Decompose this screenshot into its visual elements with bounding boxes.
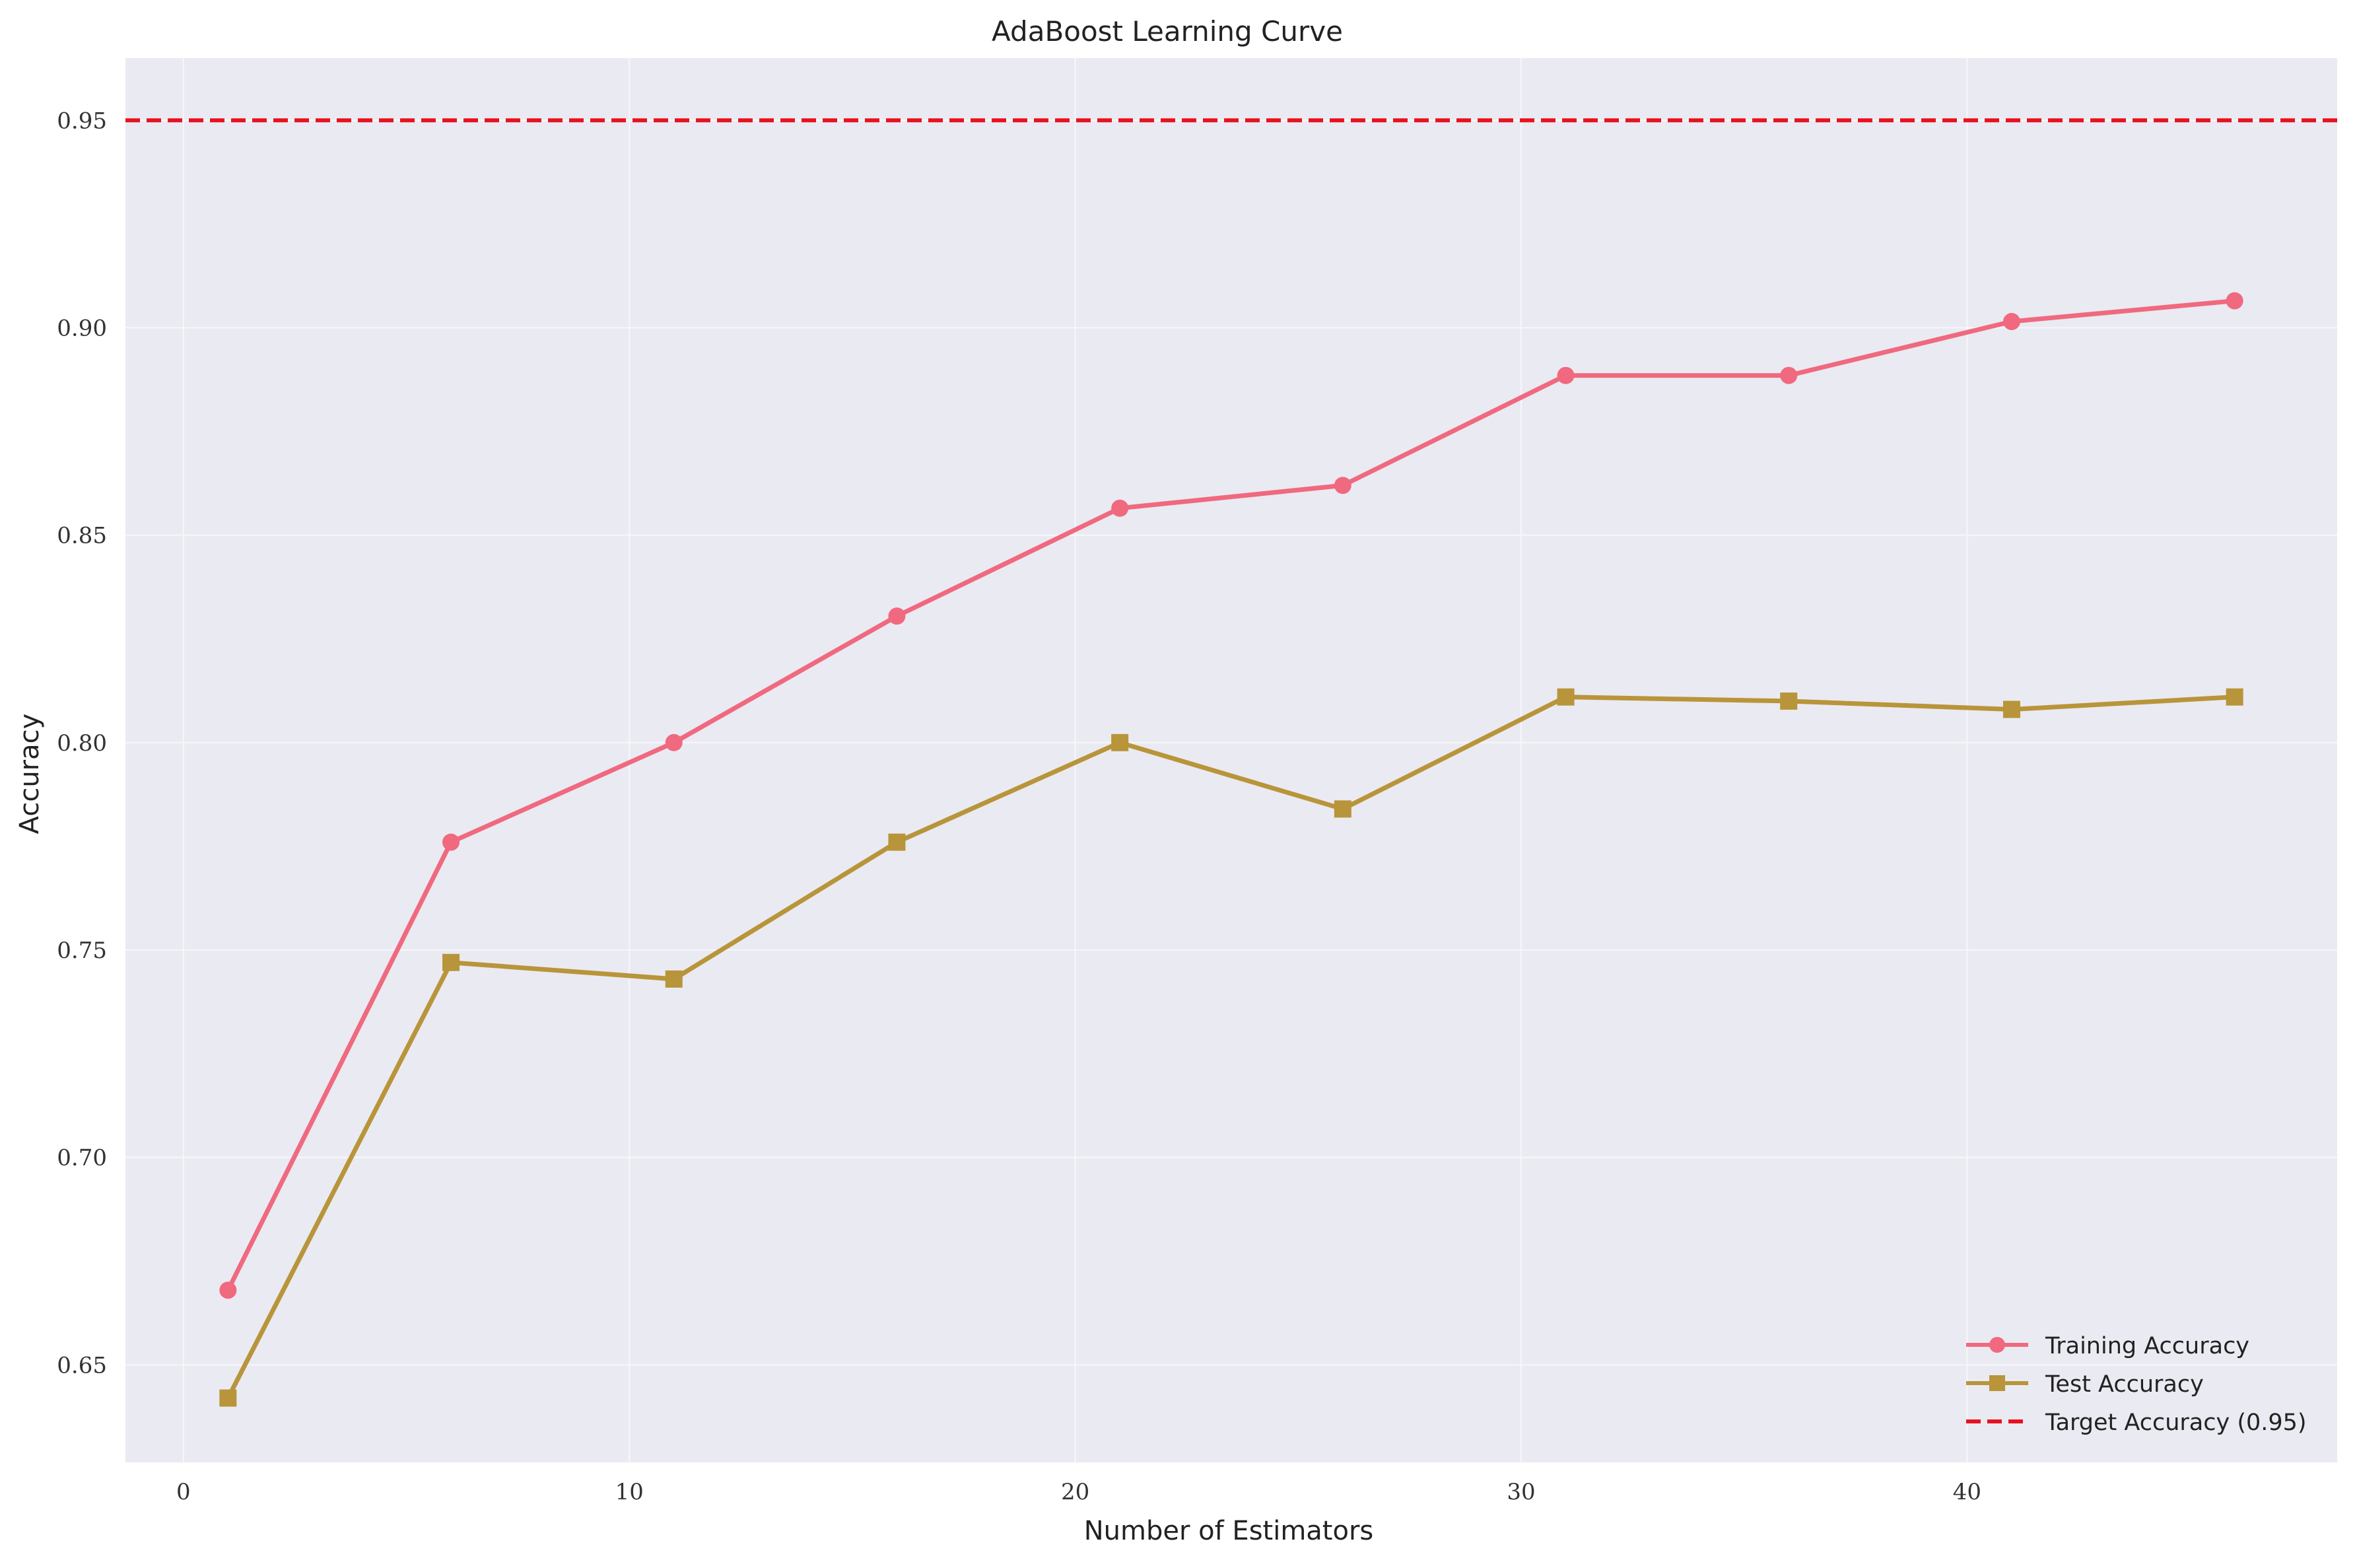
plot-area xyxy=(125,58,2337,1462)
data-point xyxy=(442,833,460,851)
data-point xyxy=(1334,800,1351,818)
legend-item: Target Accuracy (0.95) xyxy=(1966,1410,2307,1436)
legend-marker xyxy=(1989,1337,2005,1353)
data-point xyxy=(2002,313,2020,331)
x-axis-label: Number of Estimators xyxy=(1084,1516,1374,1546)
series-layer xyxy=(219,292,2243,1407)
legend-label: Training Accuracy xyxy=(2045,1333,2249,1359)
data-point xyxy=(2002,700,2020,718)
data-point xyxy=(888,607,906,625)
y-tick-label: 0.65 xyxy=(57,1352,107,1379)
data-point xyxy=(219,1281,237,1299)
data-point xyxy=(1780,692,1798,710)
data-point xyxy=(442,953,460,971)
y-tick-label: 0.90 xyxy=(57,315,107,341)
data-point xyxy=(1557,688,1575,706)
y-axis-label: Accuracy xyxy=(15,714,45,835)
y-tick-label: 0.95 xyxy=(57,108,107,134)
x-tick-label: 10 xyxy=(615,1479,644,1505)
data-point xyxy=(888,833,906,851)
data-point xyxy=(1780,366,1798,384)
legend-item: Training Accuracy xyxy=(1966,1333,2249,1359)
y-tick-label: 0.80 xyxy=(57,730,107,757)
legend-label: Test Accuracy xyxy=(2045,1371,2204,1398)
x-tick-label: 0 xyxy=(176,1479,191,1505)
series-line xyxy=(226,695,2235,1400)
data-point xyxy=(219,1389,237,1407)
x-tick-label: 40 xyxy=(1953,1479,1981,1505)
data-point xyxy=(1334,477,1351,494)
chart-title: AdaBoost Learning Curve xyxy=(992,15,1343,48)
legend-label: Target Accuracy (0.95) xyxy=(2045,1410,2307,1436)
data-point xyxy=(1111,733,1129,751)
data-point xyxy=(1557,366,1575,384)
legend-item: Test Accuracy xyxy=(1966,1371,2204,1398)
data-point xyxy=(1111,499,1129,517)
x-tick-label: 30 xyxy=(1507,1479,1535,1505)
y-axis-ticks: 0.65 0.70 0.75 0.80 0.85 0.90 0.95 xyxy=(57,108,107,1379)
series-test-accuracy xyxy=(219,688,2243,1407)
x-axis-ticks: 0 10 20 30 40 xyxy=(176,1479,1981,1505)
series-line xyxy=(226,298,2235,1291)
x-tick-label: 20 xyxy=(1061,1479,1089,1505)
y-tick-label: 0.70 xyxy=(57,1145,107,1171)
data-point xyxy=(2226,688,2243,706)
data-point xyxy=(665,733,683,751)
legend-marker xyxy=(1989,1375,2005,1391)
legend: Training Accuracy Test Accuracy Target Acc… xyxy=(1966,1333,2307,1436)
y-tick-label: 0.85 xyxy=(57,523,107,549)
data-point xyxy=(665,970,683,988)
y-tick-label: 0.75 xyxy=(57,937,107,964)
series-training-accuracy xyxy=(219,292,2243,1299)
data-point xyxy=(2226,292,2243,310)
